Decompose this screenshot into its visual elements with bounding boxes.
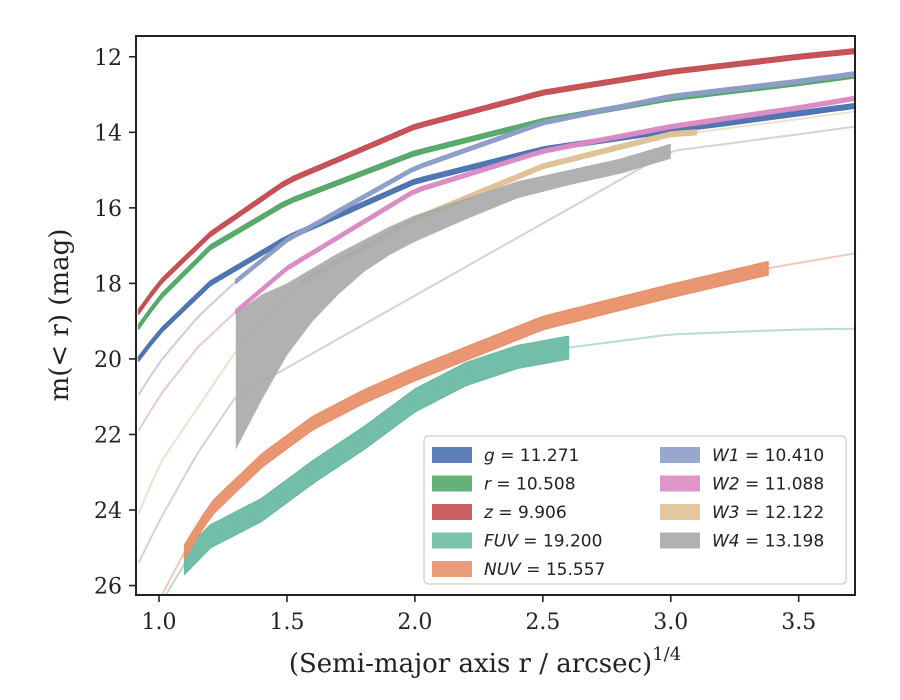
legend-swatch	[432, 561, 472, 577]
legend-swatch	[432, 532, 472, 549]
series-8	[137, 125, 855, 564]
y-tick-label: 20	[94, 348, 122, 373]
legend-entry-2: z = 9.906	[432, 503, 567, 523]
legend-swatch	[660, 475, 700, 492]
series-2	[137, 48, 855, 315]
series-6	[137, 95, 855, 432]
legend-label: W2 = 11.088	[712, 475, 824, 495]
legend-entry-5: W1 = 10.410	[660, 446, 824, 466]
series-layer	[137, 48, 855, 595]
series-6-band	[235, 95, 855, 315]
series-1-band	[137, 72, 855, 330]
series-0	[137, 102, 855, 362]
legend-swatch	[660, 504, 700, 520]
x-tick-label: 3.0	[653, 610, 688, 635]
legend-label: r = 10.508	[484, 475, 576, 495]
legend-swatch	[660, 447, 700, 463]
x-tick-label: 3.5	[781, 610, 816, 635]
series-3-band	[183, 335, 570, 575]
legend-entry-0: g = 11.271	[432, 446, 579, 466]
legend-box	[423, 435, 847, 585]
x-axis-title-main: (Semi-major axis r / arcsec)	[289, 649, 652, 679]
y-axis-title: m(< r) (mag)	[45, 229, 75, 402]
legend-entry-1: r = 10.508	[432, 475, 576, 495]
y-axis: 12 14 16 18 20 22 24 26	[94, 46, 136, 600]
legend-entry-6: W2 = 11.088	[660, 475, 824, 495]
y-tick-label: 16	[94, 197, 122, 222]
y-tick-label: 24	[94, 499, 122, 524]
series-3	[164, 327, 855, 595]
legend-label: g = 11.271	[484, 446, 579, 466]
series-8-band	[235, 143, 671, 450]
x-tick-label: 1.5	[269, 610, 304, 635]
x-tick-label: 2.5	[525, 610, 560, 635]
legend-label: z = 9.906	[483, 503, 567, 523]
series-5-band	[235, 71, 855, 285]
legend-swatch	[432, 504, 472, 520]
y-tick-label: 22	[94, 423, 122, 448]
legend-entry-7: W3 = 12.122	[660, 503, 824, 523]
y-tick-label: 18	[94, 272, 122, 297]
y-tick-label: 14	[94, 121, 122, 146]
legend-entry-3: FUV = 19.200	[432, 532, 602, 552]
x-tick-label: 2.0	[397, 610, 432, 635]
x-tick-label: 1.0	[142, 610, 177, 635]
legend-label: W3 = 12.122	[712, 503, 824, 523]
legend-swatch	[432, 475, 472, 492]
x-axis-title-superscript: 1/4	[652, 644, 681, 665]
series-0-band	[137, 102, 855, 362]
legend-swatch	[432, 447, 472, 463]
x-axis: 1.0 1.5 2.0 2.5 3.0 3.5	[142, 595, 816, 635]
y-tick-label: 12	[94, 46, 122, 71]
plot-frame	[135, 35, 856, 596]
y-tick-label: 26	[94, 575, 122, 600]
series-5	[137, 71, 855, 396]
legend-entry-8: W4 = 13.198	[660, 532, 824, 552]
series-4	[160, 252, 855, 595]
series-2-band	[137, 48, 855, 315]
series-4-band	[183, 260, 769, 559]
legend-label: W4 = 13.198	[712, 532, 824, 552]
legend: g = 11.271 r = 10.508 z = 9.906 FUV = 19.20…	[423, 435, 847, 585]
legend-label: W1 = 10.410	[712, 446, 824, 466]
x-axis-title: (Semi-major axis r / arcsec)1/4	[289, 644, 681, 679]
legend-entry-4: NUV = 15.557	[432, 560, 605, 580]
legend-label: NUV = 15.557	[484, 560, 605, 580]
legend-label: FUV = 19.200	[484, 532, 602, 552]
legend-swatch	[660, 532, 700, 549]
